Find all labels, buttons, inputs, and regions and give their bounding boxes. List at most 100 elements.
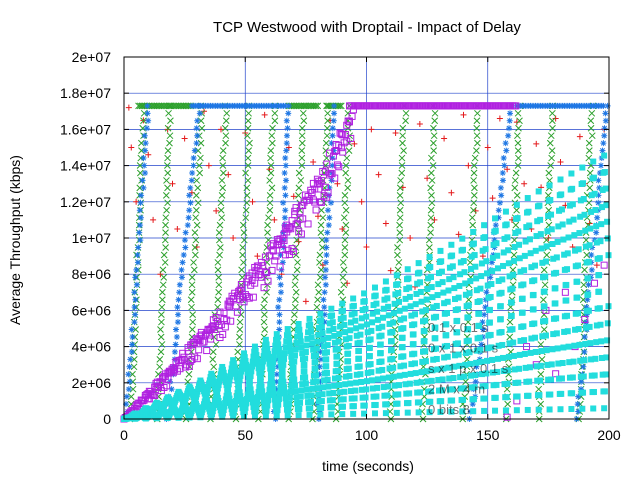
series-5-point [466,290,473,297]
series-5-point [597,238,604,245]
series-5-point [524,195,531,202]
series-5-point [214,388,221,395]
series-2-point [267,162,275,169]
series-5-point [419,308,426,315]
series-3-point [182,244,189,251]
series-5-point [373,300,380,307]
series-5-point [412,301,419,308]
series-2-point [511,184,519,192]
series-3-point [279,259,286,266]
series-2-point [196,169,204,177]
series-5-point [582,243,589,250]
series-3-point [331,110,338,117]
series-5-point [264,402,271,409]
series-5-point [257,378,264,385]
series-5-point [206,380,213,387]
series-5-point [353,379,360,386]
series-5-point [427,263,434,270]
series-2-point [130,363,138,371]
series-5-point [500,367,507,374]
series-3-point [134,259,141,266]
series-5-point [246,382,253,389]
series-2-point [341,236,349,244]
series-3-point [479,319,486,326]
series-5-point [334,367,341,374]
series-5-point [306,315,313,322]
series-5-point [254,356,261,363]
series-2-point [314,281,322,289]
series-5-point [308,392,315,399]
series-3-point [139,177,146,184]
series-5-point [363,386,370,393]
series-5-point [404,409,411,416]
series-5-point [345,358,352,365]
series-5-point [363,313,370,320]
series-2-point [342,229,350,236]
series-5-point [286,336,293,343]
series-5-point [555,223,562,230]
series-5-point [468,372,475,379]
series-5-point [312,365,319,372]
series-2-point [340,266,348,274]
series-2-point [189,311,197,318]
series-3-point [126,378,133,385]
series-5-point [350,410,357,417]
series-2-point [197,139,205,147]
series-3-point [326,214,333,221]
series-5-point [478,260,485,267]
series-5-point [395,382,402,389]
series-3-point [595,199,602,206]
series-5-point [513,201,520,208]
series-2-point [431,109,439,117]
series-3-point [321,319,328,326]
series-4-point [268,266,276,274]
series-2-point [425,236,433,244]
x-tick-label: 100 [355,427,379,443]
series-5-point [448,408,455,415]
series-5-point [323,356,330,363]
series-2-point [535,385,543,393]
series-5-point [580,373,587,380]
series-2-point [546,177,553,184]
series-5-point [554,345,561,352]
series-5-point [424,378,431,385]
series-3-point [144,102,151,109]
series-5-point [564,312,571,319]
series-5-point [364,329,371,336]
series-5-point [455,294,462,301]
series-5-point [559,359,566,366]
series-5-point [270,391,277,398]
series-5-point [288,353,295,360]
series-2-point [470,199,478,207]
series-5-point [241,413,248,420]
series-5-point [268,375,275,382]
series-2-point [162,191,170,199]
series-3-point [601,132,608,139]
series-4-point [245,294,253,302]
series-5-point [497,316,504,323]
series-5-point [598,338,605,345]
series-5-point [364,369,371,376]
series-5-point [337,323,344,330]
series-5-point [426,254,433,261]
series-5-point [389,355,396,362]
series-5-point [452,296,459,303]
series-1-point [489,195,496,202]
series-5-point [340,396,347,403]
series-5-point [400,353,407,360]
series-4-point [207,335,215,343]
series-2-point [294,259,301,266]
series-5-point [553,254,560,261]
series-2-point [166,139,173,147]
series-2-point [402,117,409,125]
series-3-point [481,311,488,318]
series-5-point [513,407,520,414]
series-5-point [334,353,341,360]
series-2-point [292,288,300,296]
series-5-point [508,299,515,306]
series-2-point [239,251,246,259]
series-5-point [304,335,311,342]
series-5-point [220,407,227,414]
series-4-point [195,346,203,354]
series-2-point [585,199,593,207]
